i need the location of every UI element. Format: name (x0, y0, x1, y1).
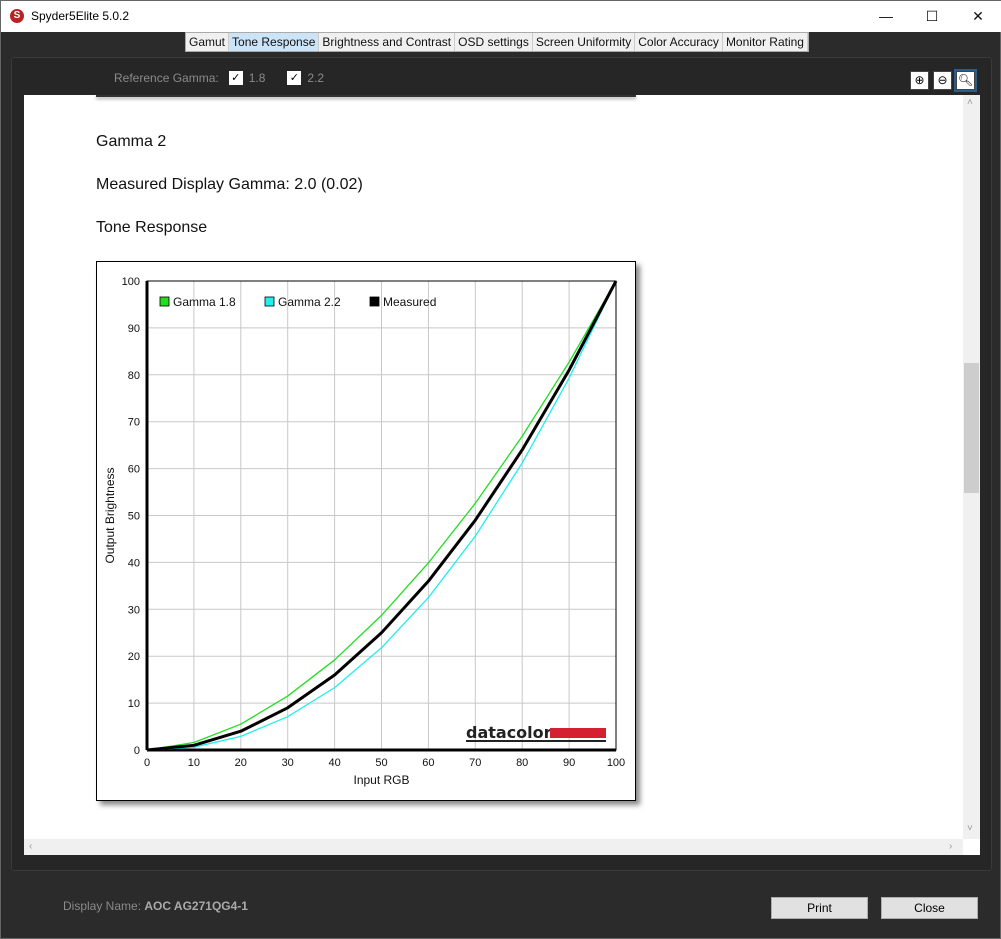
x-axis-label: Input RGB (353, 773, 409, 787)
zoom-fit-icon[interactable]: 🔍︎ (954, 69, 977, 92)
x-tick-label: 70 (469, 757, 481, 769)
app-logo-icon: S (10, 9, 24, 23)
y-tick-label: 0 (134, 745, 140, 757)
x-tick-label: 30 (282, 757, 294, 769)
scroll-down-icon[interactable]: ˅ (967, 823, 973, 834)
y-tick-label: 10 (128, 698, 140, 710)
y-tick-label: 90 (128, 323, 140, 335)
y-tick-label: 60 (128, 464, 140, 476)
window-title: Spyder5Elite 5.0.2 (31, 9, 130, 23)
legend-label: Gamma 2.2 (278, 295, 341, 309)
print-button[interactable]: Print (771, 897, 868, 919)
maximize-button[interactable]: ☐ (925, 8, 939, 24)
measured-gamma-text: Measured Display Gamma: 2.0 (0.02) (96, 176, 363, 193)
tab-tone-response[interactable]: Tone Response (229, 33, 320, 51)
report-content: Gamma 2 Measured Display Gamma: 2.0 (0.0… (24, 95, 980, 855)
reference-gamma-controls: Reference Gamma: ✓ 1.8 ✓ 2.2 (114, 71, 324, 85)
legend-label: Gamma 1.8 (173, 295, 236, 309)
series-line-gamma-1-8 (146, 280, 617, 751)
y-tick-label: 30 (128, 604, 140, 616)
scroll-right-icon[interactable]: › (949, 841, 953, 852)
vertical-scrollbar[interactable]: ˄ ˅ (963, 95, 980, 839)
legend-swatch (159, 296, 170, 307)
close-window-button[interactable]: ✕ (972, 8, 984, 24)
x-tick-label: 40 (328, 757, 340, 769)
zoom-out-icon[interactable]: ⊖ (933, 71, 952, 90)
x-tick-label: 10 (188, 757, 200, 769)
gamma-1-8-checkbox[interactable]: ✓ (228, 71, 243, 85)
display-name-label: Display Name: (63, 899, 142, 913)
x-tick-label: 50 (375, 757, 387, 769)
report-heading: Gamma 2 (96, 133, 167, 150)
horizontal-scrollbar[interactable]: ‹ › (24, 839, 963, 855)
x-tick-label: 80 (516, 757, 528, 769)
display-name: Display Name: AOC AG271QG4-1 (63, 899, 248, 913)
datacolor-logo-bar (550, 728, 606, 738)
minimize-button[interactable]: — (879, 8, 893, 24)
x-tick-label: 90 (563, 757, 575, 769)
chart-svg: 0 10 20 30 40 50 60 70 80 90 100 0 10 20 30 40 50 60 70 80 9… (103, 276, 625, 787)
y-axis-label: Output Brightness (103, 467, 117, 563)
datacolor-logo: datacolor (466, 723, 552, 742)
tab-gamut[interactable]: Gamut (186, 33, 230, 51)
y-tick-label: 80 (128, 370, 140, 382)
y-tick-label: 40 (128, 557, 140, 569)
close-button[interactable]: Close (881, 897, 978, 919)
legend-swatch (264, 296, 275, 307)
legend-swatch (369, 296, 380, 307)
zoom-controls: ⊕ ⊖ 🔍︎ (910, 69, 977, 92)
series-line-gamma-2-2 (146, 280, 617, 751)
tone-response-chart: 0 10 20 30 40 50 60 70 80 90 100 0 10 20 30 40 50 60 70 80 9… (96, 261, 636, 801)
scroll-left-icon[interactable]: ‹ (29, 841, 33, 852)
x-tick-label: 60 (422, 757, 434, 769)
y-tick-label: 20 (128, 651, 140, 663)
vertical-scroll-thumb[interactable] (964, 363, 979, 493)
display-name-value: AOC AG271QG4-1 (144, 899, 248, 913)
gamma-2-2-label: 2.2 (307, 71, 325, 85)
tab-osd-settings[interactable]: OSD settings (455, 33, 533, 51)
gamma-2-2-checkbox[interactable]: ✓ (287, 71, 302, 85)
y-tick-label: 70 (128, 417, 140, 429)
tab-screen-uniformity[interactable]: Screen Uniformity (533, 33, 636, 51)
divider (96, 95, 636, 97)
scroll-up-icon[interactable]: ˄ (967, 97, 973, 108)
tab-monitor-rating[interactable]: Monitor Rating (723, 33, 808, 51)
y-tick-label: 50 (128, 511, 140, 523)
tab-bar: Gamut Tone Response Brightness and Contr… (185, 32, 809, 52)
y-tick-label: 100 (122, 276, 140, 288)
title-bar: S Spyder5Elite 5.0.2 — ☐ ✕ (1, 1, 1001, 32)
zoom-in-icon[interactable]: ⊕ (910, 71, 929, 90)
series-line-measured (146, 280, 618, 752)
x-tick-label: 20 (235, 757, 247, 769)
gamma-1-8-label: 1.8 (248, 71, 266, 85)
tab-brightness-contrast[interactable]: Brightness and Contrast (319, 33, 456, 51)
legend-label: Measured (383, 295, 436, 309)
section-title: Tone Response (96, 219, 208, 236)
tab-color-accuracy[interactable]: Color Accuracy (635, 33, 723, 51)
x-tick-label: 0 (144, 757, 150, 769)
reference-gamma-label: Reference Gamma: (114, 71, 219, 85)
x-tick-label: 100 (607, 757, 625, 769)
